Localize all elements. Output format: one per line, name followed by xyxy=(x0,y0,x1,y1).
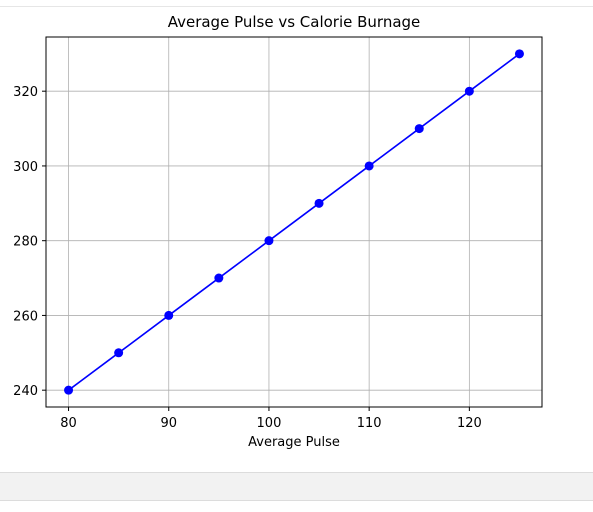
x-tick-label: 90 xyxy=(160,416,177,431)
x-tick-label: 120 xyxy=(457,416,482,431)
y-axis-ticks: 240 260 280 300 320 xyxy=(13,85,46,399)
data-point xyxy=(514,49,524,59)
data-point xyxy=(364,161,374,171)
y-tick-label: 280 xyxy=(13,235,38,250)
data-point xyxy=(264,236,274,246)
window-top-strip xyxy=(0,0,593,7)
plot-frame xyxy=(45,36,543,408)
chart-figure: Average Pulse vs Calorie Burnage 80 90 100… xyxy=(13,13,543,450)
data-point xyxy=(214,273,224,283)
series-line xyxy=(68,53,520,391)
x-tick-label: 100 xyxy=(257,416,282,431)
y-tick-label: 260 xyxy=(13,309,38,324)
data-point xyxy=(64,385,74,395)
chart-title: Average Pulse vs Calorie Burnage xyxy=(168,13,421,31)
y-tick-label: 320 xyxy=(13,85,38,100)
line-chart: Average Pulse vs Calorie Burnage 80 90 100… xyxy=(13,13,543,450)
data-point xyxy=(464,86,474,96)
y-tick-label: 300 xyxy=(13,160,38,175)
data-point xyxy=(314,198,324,208)
x-tick-label: 80 xyxy=(60,416,77,431)
y-tick-label: 240 xyxy=(13,384,38,399)
x-tick-label: 110 xyxy=(357,416,382,431)
x-axis-label: Average Pulse xyxy=(248,435,340,450)
series-group xyxy=(64,49,524,395)
data-point xyxy=(114,348,124,358)
data-point xyxy=(164,310,174,320)
grid-lines xyxy=(46,37,542,407)
x-axis-ticks: 80 90 100 110 120 xyxy=(60,407,482,431)
status-bar xyxy=(0,472,593,501)
data-point xyxy=(414,124,424,134)
